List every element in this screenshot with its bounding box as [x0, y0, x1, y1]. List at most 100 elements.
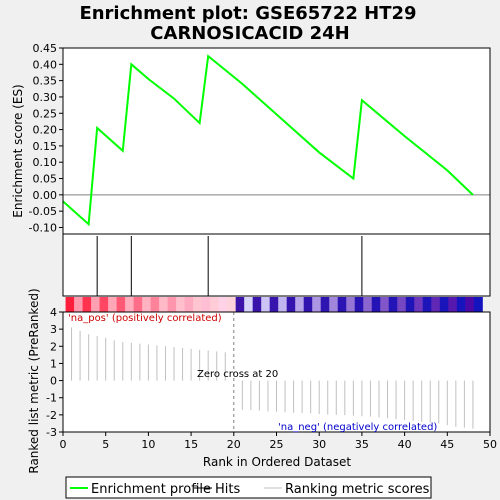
colorbar-segment — [320, 297, 330, 312]
colorbar-segment — [125, 297, 135, 312]
colorbar-segment — [244, 297, 254, 312]
neg-label: 'na_neg' (negatively correlated) — [278, 422, 437, 433]
metric-ytick-label: 3 — [50, 323, 57, 336]
colorbar-segment — [159, 297, 169, 312]
pos-label: 'na_pos' (positively correlated) — [68, 313, 222, 324]
xtick-label: 15 — [184, 438, 198, 451]
es-ytick-label: -0.10 — [29, 221, 57, 234]
colorbar-segment — [448, 297, 458, 312]
metric-ylabel: Ranked list metric (PreRanked) — [27, 288, 41, 473]
colorbar-segment — [227, 297, 237, 312]
colorbar-segment — [210, 297, 220, 312]
colorbar-segment — [346, 297, 356, 312]
es-ytick-label: 0.35 — [33, 75, 58, 88]
colorbar-segment — [431, 297, 441, 312]
legend: Enrichment profile Hits Ranking metric sco… — [65, 476, 432, 499]
xtick-label: 10 — [141, 438, 155, 451]
x-axis-label: Rank in Ordered Dataset — [203, 455, 351, 469]
xtick-label: 5 — [102, 438, 109, 451]
colorbar-segment — [116, 297, 126, 312]
colorbar-segment — [329, 297, 339, 312]
chart-title-line2: CARNOSICACID 24H — [150, 23, 349, 44]
es-ytick-label: 0.10 — [33, 156, 58, 169]
es-ytick-label: 0.00 — [33, 189, 58, 202]
colorbar-segment — [422, 297, 432, 312]
colorbar-segment — [388, 297, 398, 312]
metric-ytick-label: -3 — [46, 426, 57, 439]
colorbar-segment — [363, 297, 373, 312]
metric-ytick-label: 4 — [50, 306, 57, 319]
colorbar-segment — [380, 297, 390, 312]
colorbar-segment — [82, 297, 92, 312]
metric-plot-background — [63, 312, 490, 432]
metric-ytick-label: 1 — [50, 357, 57, 370]
colorbar-segment — [269, 297, 279, 312]
xtick-label: 50 — [483, 438, 497, 451]
colorbar-segment — [286, 297, 296, 312]
es-ytick-label: 0.25 — [33, 107, 58, 120]
colorbar-segment — [235, 297, 245, 312]
colorbar-segment — [414, 297, 424, 312]
colorbar-segment — [397, 297, 407, 312]
colorbar-segment — [371, 297, 381, 312]
colorbar-segment — [65, 297, 75, 312]
colorbar-segment — [303, 297, 313, 312]
colorbar-segment — [278, 297, 288, 312]
colorbar-segment — [295, 297, 305, 312]
colorbar-segment — [201, 297, 211, 312]
xtick-label: 45 — [440, 438, 454, 451]
legend-label: Hits — [215, 482, 240, 497]
colorbar-segment — [405, 297, 415, 312]
xtick-label: 25 — [270, 438, 284, 451]
colorbar-segment — [167, 297, 177, 312]
metric-ytick-label: 0 — [50, 375, 57, 388]
colorbar-segment — [218, 297, 228, 312]
xtick-label: 20 — [227, 438, 241, 451]
hits-plot-frame — [62, 233, 491, 297]
colorbar-segment — [108, 297, 118, 312]
colorbar-segment — [261, 297, 271, 312]
metric-plot-frame — [62, 311, 491, 433]
colorbar-segment — [133, 297, 143, 312]
es-ylabel: Enrichment score (ES) — [11, 84, 25, 217]
es-ytick-label: -0.05 — [29, 205, 57, 218]
es-ytick-label: 0.05 — [33, 173, 58, 186]
colorbar-segment — [142, 297, 152, 312]
colorbar-segment — [473, 297, 483, 312]
colorbar-segment — [150, 297, 160, 312]
es-panel: 0.45 0.40 0.35 0.30 0.25 0.20 0.15 0.10 0.05 0.00… — [11, 42, 491, 235]
legend-label: Ranking metric scores — [285, 482, 430, 497]
metric-ytick-label: -1 — [46, 392, 57, 405]
colorbar-segment — [252, 297, 262, 312]
chart-title-line1: Enrichment plot: GSE65722 HT29 — [79, 3, 416, 24]
xtick-label: 30 — [312, 438, 326, 451]
es-ytick-label: 0.20 — [33, 124, 58, 137]
metric-ytick-label: 2 — [50, 340, 57, 353]
xtick-label: 0 — [60, 438, 67, 451]
colorbar-segment — [439, 297, 449, 312]
colorbar-segment — [465, 297, 475, 312]
colorbar-segment — [456, 297, 466, 312]
colorbar-segment — [74, 297, 84, 312]
xtick-label: 35 — [355, 438, 369, 451]
colorbar-segment — [99, 297, 109, 312]
colorbar-segment — [312, 297, 322, 312]
hits-panel — [62, 233, 491, 297]
colorbar-segment — [193, 297, 203, 312]
es-ytick-label: 0.40 — [33, 58, 58, 71]
legend-label: Enrichment profile — [91, 482, 211, 497]
legend-box — [65, 476, 432, 499]
colorbar-segment — [354, 297, 364, 312]
colorbar-segment — [337, 297, 347, 312]
hits-plot-background — [63, 234, 490, 296]
colorbar-segment — [176, 297, 186, 312]
rank-colorbar — [65, 297, 483, 312]
metric-ytick-label: -2 — [46, 409, 57, 422]
xtick-label: 40 — [398, 438, 412, 451]
colorbar-segment — [184, 297, 194, 312]
es-plot-background — [63, 48, 490, 234]
enrichment-profile-line — [62, 54, 474, 227]
es-ytick-label: 0.15 — [33, 140, 58, 153]
